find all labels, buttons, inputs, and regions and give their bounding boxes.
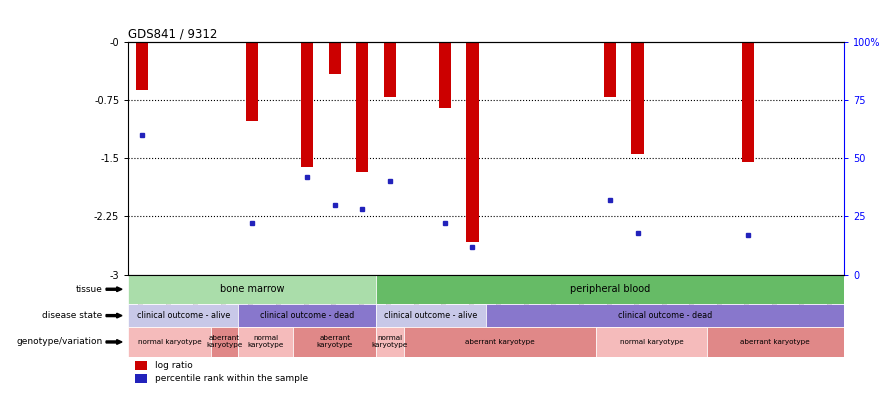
Bar [210, 327, 239, 357]
Text: clinical outcome - alive: clinical outcome - alive [385, 311, 477, 320]
Bar [329, 42, 341, 74]
Bar [376, 304, 486, 327]
Bar [604, 42, 616, 97]
Bar [486, 304, 844, 327]
Text: GDS841 / 9312: GDS841 / 9312 [128, 27, 217, 40]
Bar [356, 42, 369, 172]
Text: log ratio: log ratio [156, 361, 193, 370]
Bar [239, 304, 376, 327]
Bar [136, 42, 149, 91]
Text: peripheral blood: peripheral blood [570, 284, 651, 294]
Text: percentile rank within the sample: percentile rank within the sample [156, 374, 309, 383]
Text: bone marrow: bone marrow [220, 284, 285, 294]
Text: aberrant
karyotype: aberrant karyotype [316, 335, 353, 348]
Bar [742, 42, 754, 162]
Text: normal karyotype: normal karyotype [620, 339, 683, 345]
Text: normal
karyotype: normal karyotype [371, 335, 408, 348]
Text: aberrant
karyotype: aberrant karyotype [206, 335, 243, 348]
Bar [466, 42, 478, 242]
Bar [239, 327, 293, 357]
Bar [128, 274, 376, 304]
Bar [246, 42, 258, 121]
Bar [384, 42, 396, 97]
Text: tissue: tissue [76, 285, 103, 294]
Bar [293, 327, 376, 357]
Text: normal
karyotype: normal karyotype [248, 335, 284, 348]
Bar [301, 42, 314, 168]
Bar [631, 42, 644, 154]
Bar [404, 327, 597, 357]
Text: aberrant karyotype: aberrant karyotype [741, 339, 811, 345]
Bar [376, 274, 844, 304]
Bar [376, 327, 404, 357]
Bar [706, 327, 844, 357]
Text: normal karyotype: normal karyotype [138, 339, 202, 345]
Bar [438, 42, 451, 108]
Bar [135, 361, 147, 369]
Text: genotype/variation: genotype/variation [16, 337, 103, 346]
Text: clinical outcome - dead: clinical outcome - dead [618, 311, 713, 320]
Text: clinical outcome - dead: clinical outcome - dead [260, 311, 354, 320]
Text: aberrant karyotype: aberrant karyotype [465, 339, 535, 345]
Bar [597, 327, 706, 357]
Text: disease state: disease state [42, 311, 103, 320]
Bar [128, 327, 210, 357]
Bar [135, 374, 147, 383]
Bar [128, 304, 239, 327]
Text: clinical outcome - alive: clinical outcome - alive [137, 311, 230, 320]
